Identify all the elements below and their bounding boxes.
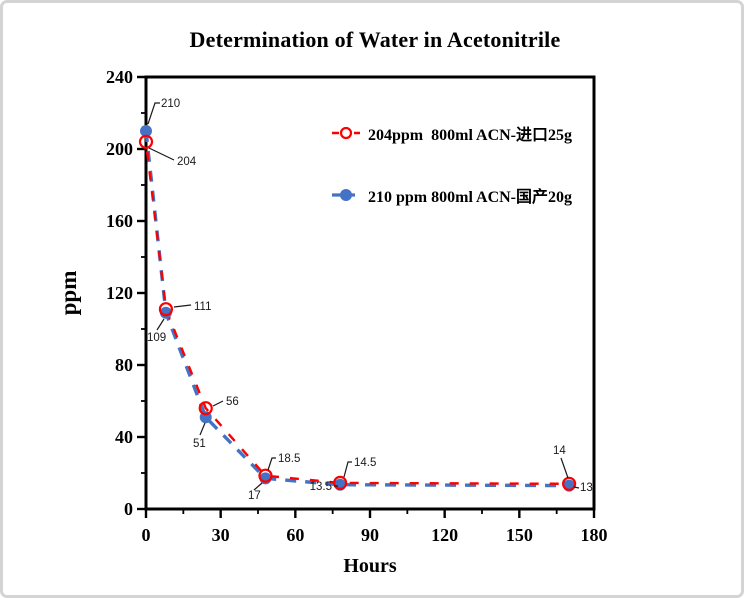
annotation-label: 13.5 bbox=[310, 481, 332, 493]
data-point-imported bbox=[333, 475, 348, 490]
annotation-label: 13 bbox=[580, 482, 593, 494]
annotation-label: 56 bbox=[226, 396, 239, 408]
annotation-label: 18.5 bbox=[278, 453, 300, 465]
x-tick-label: 180 bbox=[581, 525, 608, 545]
annotation-label: 111 bbox=[194, 301, 211, 313]
data-point-imported bbox=[198, 401, 213, 416]
annotation-leader bbox=[199, 422, 206, 436]
blue-dashed-filled-circle-icon bbox=[332, 189, 360, 201]
annotation-label: 51 bbox=[193, 438, 206, 450]
annotation-label: 14 bbox=[553, 445, 566, 457]
annotation-leader bbox=[147, 102, 160, 125]
legend-item-imported: 204ppm 800ml ACN-进口25g bbox=[331, 123, 573, 144]
y-axis-title: ppm bbox=[56, 270, 81, 316]
chart-title: Determination of Water in Acetonitrile bbox=[189, 27, 561, 52]
data-point-domestic bbox=[159, 306, 172, 319]
y-tick-label: 80 bbox=[115, 355, 133, 375]
red-dashed-open-circle-icon bbox=[332, 126, 360, 140]
x-axis-title: Hours bbox=[343, 555, 397, 577]
annotation-leader bbox=[148, 147, 175, 161]
x-tick-label: 90 bbox=[361, 525, 379, 545]
x-tick-label: 0 bbox=[142, 525, 151, 545]
y-tick-label: 120 bbox=[106, 283, 133, 303]
series-line-imported bbox=[144, 141, 570, 485]
annotation-label: 210 bbox=[161, 98, 180, 110]
x-tick-label: 120 bbox=[431, 525, 458, 545]
annotation-leader bbox=[173, 304, 192, 308]
data-point-imported bbox=[258, 468, 273, 483]
annotation-label: 204 bbox=[177, 156, 197, 168]
annotation-leader bbox=[212, 400, 224, 407]
y-tick-label: 240 bbox=[106, 67, 133, 87]
y-tick-label: 0 bbox=[124, 499, 133, 519]
x-tick-label: 150 bbox=[506, 525, 533, 545]
data-point-imported bbox=[138, 134, 154, 149]
annotation-leader bbox=[253, 482, 263, 491]
legend-label-domestic: 210 ppm 800ml ACN-国产20g bbox=[368, 189, 573, 206]
data-point-domestic bbox=[140, 125, 152, 137]
plot-canvas: 0 30 60 90 120 150 180 240 200 160 120 80 40 0 210 204 1… bbox=[106, 67, 608, 545]
y-tick-label: 160 bbox=[106, 211, 133, 231]
annotation-leader bbox=[343, 461, 352, 478]
annotation-leader bbox=[560, 457, 569, 479]
x-tick-label: 30 bbox=[212, 525, 230, 545]
legend-label-imported: 204ppm 800ml ACN-进口25g bbox=[368, 127, 573, 144]
y-tick-label: 200 bbox=[106, 139, 133, 159]
legend-item-domestic: 210 ppm 800ml ACN-国产20g bbox=[331, 185, 573, 206]
annotation-label: 14.5 bbox=[354, 457, 376, 469]
annotation-leader bbox=[156, 318, 165, 331]
y-tick-label: 40 bbox=[115, 427, 133, 447]
annotation-label: 109 bbox=[147, 332, 166, 344]
annotation-leader bbox=[573, 486, 580, 489]
data-point-imported bbox=[562, 476, 577, 491]
x-tick-label: 60 bbox=[286, 525, 304, 545]
annotation-leader bbox=[267, 457, 276, 471]
data-point-imported bbox=[158, 302, 174, 317]
annotation-label: 17 bbox=[248, 490, 261, 502]
